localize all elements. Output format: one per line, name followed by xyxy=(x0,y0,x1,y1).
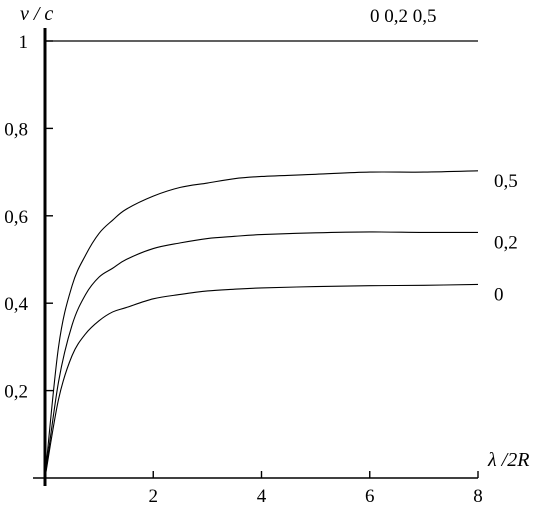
y-ticks: 0,2 0,4 0,6 0,8 1 xyxy=(4,32,53,403)
x-tick-label: 6 xyxy=(365,486,375,505)
series-line xyxy=(44,283,479,479)
y-tick-label: 0,8 xyxy=(4,119,28,140)
y-axis-label: v / c xyxy=(20,3,53,25)
x-tick-label: 4 xyxy=(257,486,267,505)
series-lines xyxy=(44,40,479,479)
series-label: 0 xyxy=(494,284,504,305)
x-ticks: 2 4 6 8 xyxy=(149,471,483,505)
y-tick-label: 1 xyxy=(19,32,29,53)
x-axis-label: λ /2R xyxy=(487,449,529,471)
y-tick-label: 0,4 xyxy=(4,294,28,315)
series-label: 0,5 xyxy=(494,171,518,192)
series-labels: 0,5 0,2 0 xyxy=(494,171,518,306)
series-label: 0,2 xyxy=(494,232,518,253)
y-tick-label: 0,6 xyxy=(4,207,28,228)
y-tick-label: 0,2 xyxy=(4,382,28,403)
series-line xyxy=(44,231,479,479)
x-tick-label: 8 xyxy=(473,486,483,505)
top-annotation: 0 0,2 0,5 xyxy=(370,6,437,27)
x-tick-label: 2 xyxy=(149,486,159,505)
series-line xyxy=(44,170,479,479)
axes xyxy=(33,28,478,486)
